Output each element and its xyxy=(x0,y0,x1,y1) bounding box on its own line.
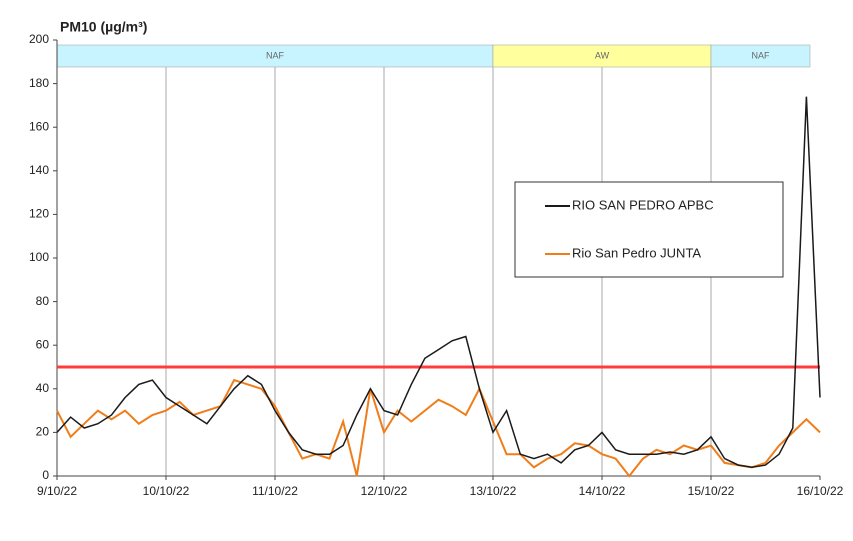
y-tick-label: 60 xyxy=(36,337,50,351)
x-tick-label: 13/10/22 xyxy=(470,484,517,498)
band-label: NAF xyxy=(752,50,771,60)
band xyxy=(710,44,811,68)
x-tick-label: 10/10/22 xyxy=(143,484,190,498)
legend-label: RIO SAN PEDRO APBC xyxy=(572,197,714,212)
x-tick-label: 12/10/22 xyxy=(361,484,408,498)
y-tick-label: 80 xyxy=(36,294,50,308)
y-tick-label: 160 xyxy=(29,119,49,133)
x-tick-label: 14/10/22 xyxy=(579,484,626,498)
y-tick-label: 180 xyxy=(29,76,49,90)
y-tick-label: 200 xyxy=(29,32,49,46)
x-tick-label: 9/10/22 xyxy=(37,484,77,498)
y-tick-label: 0 xyxy=(42,468,49,482)
y-tick-label: 120 xyxy=(29,207,49,221)
x-tick-label: 15/10/22 xyxy=(688,484,735,498)
y-tick-label: 140 xyxy=(29,163,49,177)
chart-title: PM10 (µg/m³) xyxy=(60,19,147,35)
y-tick-label: 100 xyxy=(29,250,49,264)
band-label: AW xyxy=(595,50,610,60)
series-line xyxy=(56,378,821,478)
y-tick-label: 40 xyxy=(36,381,50,395)
legend-label: Rio San Pedro JUNTA xyxy=(572,245,701,260)
y-tick-label: 20 xyxy=(36,425,50,439)
x-tick-label: 16/10/22 xyxy=(797,484,844,498)
band-label: NAF xyxy=(266,50,285,60)
series-line xyxy=(56,96,821,469)
legend-box xyxy=(514,181,784,278)
x-tick-label: 11/10/22 xyxy=(252,484,298,498)
